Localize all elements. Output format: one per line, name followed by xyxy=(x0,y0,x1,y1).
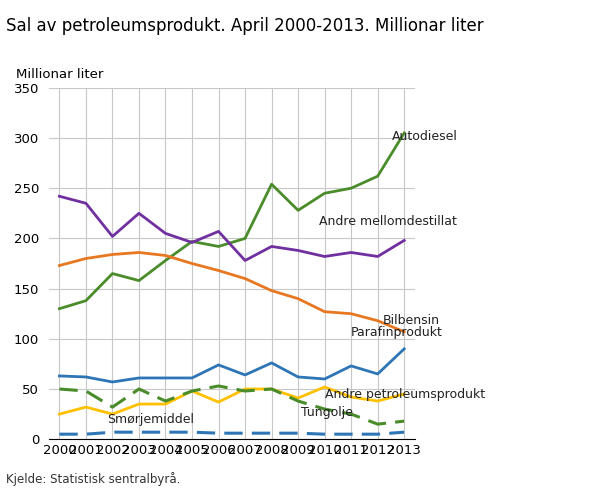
Text: Autodiesel: Autodiesel xyxy=(392,130,458,143)
Text: Sal av petroleumsprodukt. April 2000-2013. Millionar liter: Sal av petroleumsprodukt. April 2000-201… xyxy=(6,17,484,35)
Text: Tungolje: Tungolje xyxy=(301,406,353,419)
Text: Andre mellomdestillat: Andre mellomdestillat xyxy=(319,215,458,228)
Text: Parafinprodukt: Parafinprodukt xyxy=(351,326,443,339)
Text: Andre petroleumsprodukt: Andre petroleumsprodukt xyxy=(325,388,485,401)
Text: Kjelde: Statistisk sentralbyrå.: Kjelde: Statistisk sentralbyrå. xyxy=(6,471,181,486)
Text: Bilbensin: Bilbensin xyxy=(383,314,440,327)
Text: Millionar liter: Millionar liter xyxy=(16,68,103,81)
Text: Smørjemiddel: Smørjemiddel xyxy=(107,413,194,426)
